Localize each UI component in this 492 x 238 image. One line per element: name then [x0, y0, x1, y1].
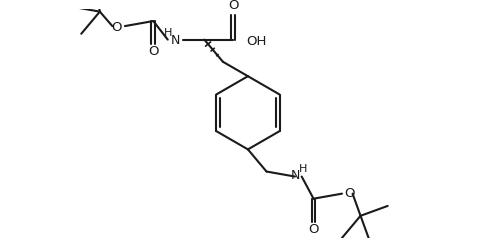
Text: OH: OH — [246, 35, 267, 48]
Text: N: N — [171, 34, 180, 47]
Text: H: H — [299, 164, 307, 174]
Text: O: O — [228, 0, 239, 12]
Text: O: O — [111, 20, 122, 34]
Text: O: O — [308, 223, 319, 236]
Text: H: H — [163, 28, 172, 38]
Text: N: N — [291, 169, 301, 182]
Text: O: O — [344, 187, 355, 200]
Text: O: O — [148, 45, 158, 58]
